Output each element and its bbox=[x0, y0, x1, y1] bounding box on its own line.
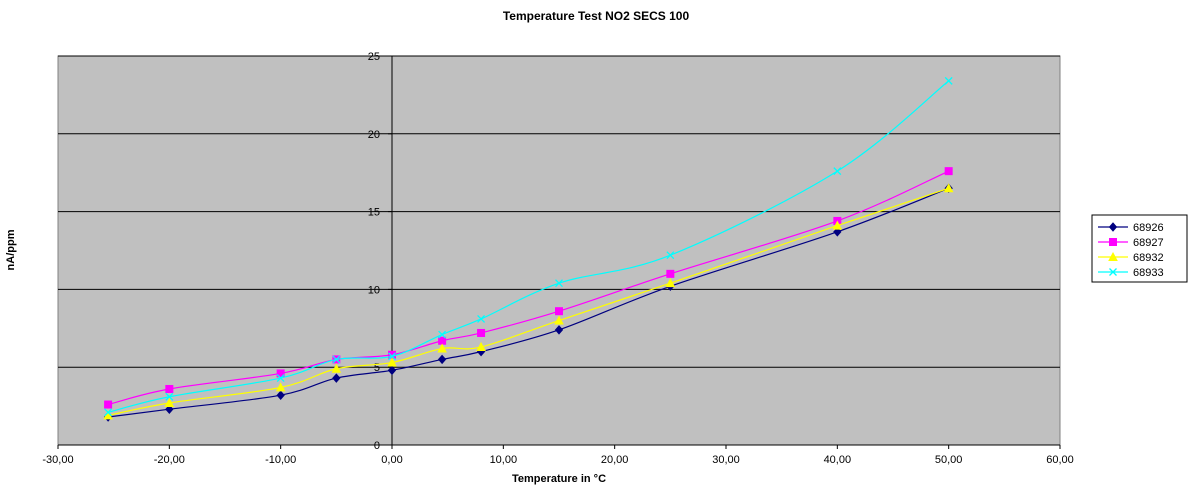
legend-label: 68932 bbox=[1133, 252, 1164, 264]
data-point-68932 bbox=[476, 341, 486, 351]
data-point-68926 bbox=[165, 404, 174, 414]
data-point-68933 bbox=[332, 355, 341, 364]
y-tick-label: 20 bbox=[368, 129, 380, 141]
legend-marker bbox=[1108, 251, 1118, 261]
data-point-68927 bbox=[438, 336, 447, 345]
data-point-68932 bbox=[943, 183, 954, 193]
legend-label: 68926 bbox=[1133, 222, 1164, 234]
grid-lines bbox=[58, 55, 1060, 368]
y-tick-label: 25 bbox=[368, 51, 380, 63]
data-point-68932 bbox=[164, 397, 175, 407]
x-tick-label: 30,00 bbox=[712, 454, 740, 466]
plot-area bbox=[57, 55, 1061, 446]
y-axis-ticks: 0 5 10 15 20 25 bbox=[368, 51, 392, 452]
legend-item-68933: 68933 bbox=[1098, 267, 1164, 279]
data-point-68933 bbox=[477, 315, 486, 323]
data-point-68933 bbox=[276, 374, 285, 383]
data-point-68933 bbox=[666, 251, 675, 260]
data-point-68933 bbox=[104, 408, 113, 417]
series-layer bbox=[103, 76, 954, 422]
x-axis-label: Temperature in °C bbox=[512, 473, 606, 485]
legend-box bbox=[1091, 214, 1188, 283]
series-68933 bbox=[104, 76, 953, 417]
legend-marker bbox=[1109, 238, 1117, 246]
x-tick-label: 10,00 bbox=[490, 454, 518, 466]
chart-title: Temperature Test NO2 SECS 100 bbox=[503, 9, 690, 23]
data-point-68932 bbox=[832, 220, 843, 230]
legend-item-68932: 68932 bbox=[1098, 251, 1164, 264]
x-tick-label: 50,00 bbox=[935, 454, 963, 466]
data-point-68932 bbox=[275, 382, 286, 392]
y-tick-label: 10 bbox=[368, 284, 380, 296]
legend-item-68927: 68927 bbox=[1098, 237, 1164, 249]
legend: 68926 68927 68932 68933 bbox=[1091, 214, 1188, 283]
data-point-68933 bbox=[944, 76, 953, 85]
x-tick-label: -10,00 bbox=[265, 454, 296, 466]
data-point-68933 bbox=[438, 330, 447, 339]
data-point-68927 bbox=[944, 167, 953, 176]
series-line-68932 bbox=[107, 187, 949, 417]
series-line-68933 bbox=[107, 80, 950, 413]
x-tick-label: 40,00 bbox=[824, 454, 852, 466]
legend-label: 68927 bbox=[1133, 237, 1164, 249]
y-tick-label: 15 bbox=[368, 207, 380, 219]
data-point-68927 bbox=[104, 400, 113, 409]
x-axis-ticks: -30,00 -20,00 -10,00 0,00 10,00 20,00 30,00 40,… bbox=[42, 445, 1074, 466]
x-tick-label: 60,00 bbox=[1046, 454, 1074, 466]
data-point-68927 bbox=[555, 307, 563, 316]
data-point-68926 bbox=[387, 365, 397, 376]
data-point-68932 bbox=[437, 343, 447, 353]
series-line-68927 bbox=[107, 170, 949, 406]
data-point-68933 bbox=[555, 279, 563, 288]
y-axis-label: nA/ppm bbox=[5, 229, 17, 270]
legend-items: 68926 68927 68932 68933 bbox=[1098, 222, 1164, 279]
series-line-68926 bbox=[108, 187, 949, 418]
data-point-68927 bbox=[477, 328, 486, 337]
data-point-68926 bbox=[437, 354, 447, 365]
series-68932 bbox=[103, 183, 954, 420]
data-point-68926 bbox=[332, 373, 341, 383]
legend-item-68926: 68926 bbox=[1098, 222, 1164, 234]
data-point-68927 bbox=[165, 384, 174, 393]
x-tick-label: -30,00 bbox=[42, 454, 73, 466]
x-tick-label: 20,00 bbox=[601, 454, 629, 466]
y-tick-label: 0 bbox=[374, 440, 380, 452]
axes bbox=[58, 56, 1060, 446]
data-point-68926 bbox=[554, 325, 564, 335]
data-point-68932 bbox=[554, 315, 564, 325]
legend-marker bbox=[1109, 268, 1117, 276]
x-tick-label: 0,00 bbox=[381, 454, 402, 466]
data-point-68933 bbox=[833, 167, 842, 176]
y-tick-label: 5 bbox=[374, 362, 380, 374]
data-point-68933 bbox=[165, 392, 174, 401]
data-point-68927 bbox=[276, 369, 285, 378]
legend-label: 68933 bbox=[1133, 267, 1164, 279]
data-point-68932 bbox=[665, 278, 676, 288]
data-point-68927 bbox=[666, 269, 675, 278]
data-point-68926 bbox=[833, 227, 842, 237]
data-point-68926 bbox=[276, 390, 285, 400]
data-point-68932 bbox=[331, 363, 342, 373]
data-point-68932 bbox=[387, 357, 397, 367]
legend-marker bbox=[1108, 222, 1118, 232]
x-tick-label: -20,00 bbox=[154, 454, 185, 466]
data-point-68933 bbox=[388, 352, 396, 361]
